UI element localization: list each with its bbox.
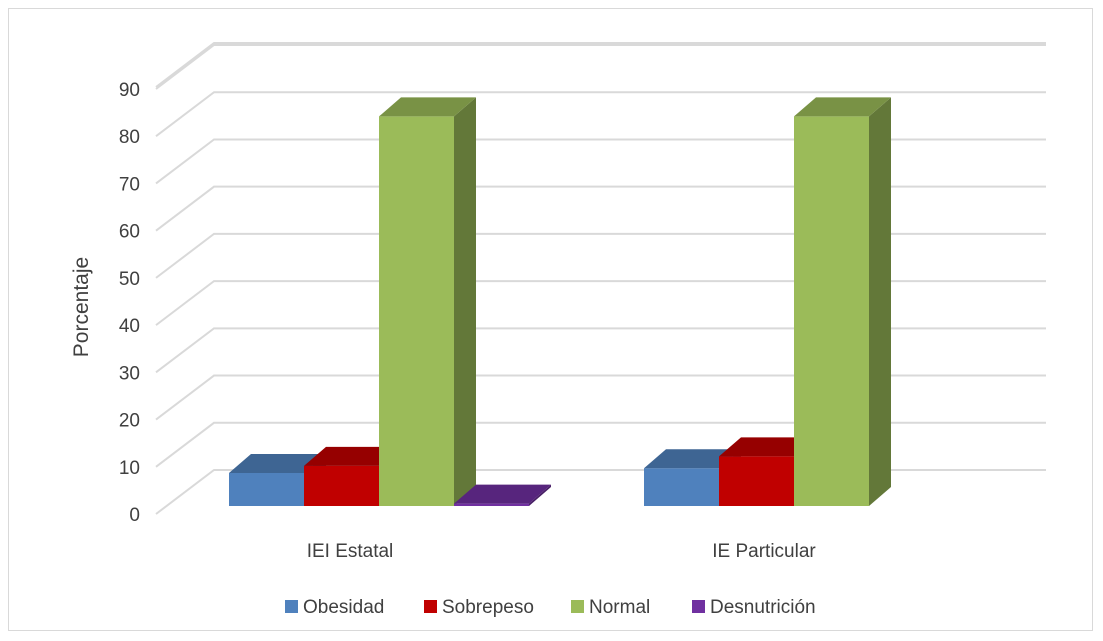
y-tick-label: 50 [119,269,140,290]
bar-normal-1 [379,97,476,507]
legend-label: Obesidad [303,597,384,618]
y-tick-label: 40 [119,316,140,337]
gridline [155,280,1046,326]
y-tick-label: 80 [119,127,140,148]
y-tick-label: 60 [119,222,140,243]
y-tick-label: 20 [119,411,140,432]
legend-label: Sobrepeso [442,597,534,618]
legend: Obesidad Sobrepeso Normal Desnutrición [285,597,816,618]
y-tick-label: 70 [119,174,140,195]
legend-label: Normal [589,597,650,618]
gridline [155,42,1046,88]
y-tick-label: 0 [129,505,140,526]
y-tick-label: 30 [119,363,140,384]
gridline [155,138,1046,185]
bar-desnutrición-1 [454,484,551,506]
gridline [155,421,1046,468]
y-tick-label: 10 [119,458,140,479]
legend-swatch [692,600,705,613]
gridline [155,374,1046,421]
legend-label: Desnutrición [710,597,816,618]
y-axis-ticks: 0 10 20 30 40 50 60 70 80 90 [119,80,140,526]
gridline [155,91,1046,138]
bars [229,97,891,507]
category-labels: IEI Estatal IE Particular [307,541,817,562]
x-category-label: IEI Estatal [307,541,394,562]
gridlines [155,42,1046,515]
bar-normal-2 [794,97,891,507]
y-tick-label: 90 [119,80,140,101]
gridline [155,44,1046,90]
legend-swatch [424,600,437,613]
x-category-label: IE Particular [712,541,816,562]
gridline [155,232,1046,279]
legend-swatch [285,600,298,613]
gridline [155,185,1046,232]
y-axis-title: Porcentaje [70,257,93,357]
gridline [155,327,1046,374]
legend-swatch [571,600,584,613]
